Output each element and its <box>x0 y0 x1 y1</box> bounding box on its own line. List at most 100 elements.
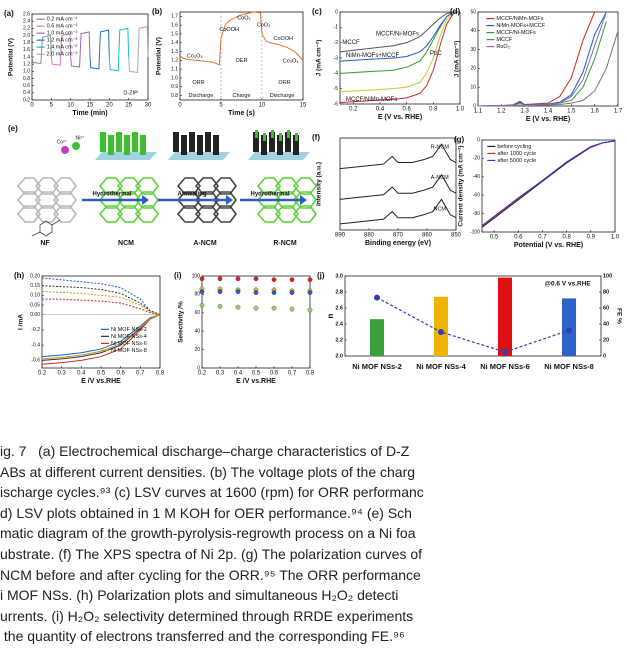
legend-label: 0.2 mA cm⁻² <box>47 17 78 23</box>
point <box>199 276 205 282</box>
schematic <box>16 130 317 237</box>
annotation: NCM <box>433 206 446 212</box>
molecule <box>31 219 61 237</box>
y2-tick-label: 60 <box>603 305 609 311</box>
nanosheet <box>269 132 275 152</box>
x-tick-label: 870 <box>393 233 404 239</box>
legend-label: Ni MOF NSs-2 <box>111 327 147 333</box>
arrow-head <box>300 195 307 205</box>
curve <box>477 11 607 107</box>
caption-line: i MOF NSs. (h) Polarization plots and si… <box>0 587 399 604</box>
y-tick-label: 1.5 <box>171 31 178 37</box>
y-tick-label: -2 <box>334 40 339 46</box>
y-tick-label: 2.8 <box>335 289 343 295</box>
x-tick-label: 0.4 <box>77 371 86 377</box>
panel-label: (c) <box>312 7 322 16</box>
nanosheet <box>173 132 179 152</box>
y-tick-label: 1.0 <box>171 75 178 81</box>
legend-label: RuO₂ <box>496 44 509 50</box>
x-tick-label: 1.5 <box>567 109 576 115</box>
annotation: Co₃O₄ <box>283 59 300 65</box>
point <box>289 277 295 283</box>
y-tick-label: -0.4 <box>31 342 40 348</box>
y-tick-label: -60 <box>473 193 480 199</box>
annotation: CoO₂ <box>237 16 250 22</box>
point <box>253 290 259 295</box>
y-tick-label: 0.10 <box>30 293 40 299</box>
foam-cell <box>256 205 281 223</box>
y-tick-label: 1.4 <box>23 54 30 60</box>
x-tick-label: 0.7 <box>288 371 297 377</box>
annotation: @0.6 V vs.RHE <box>545 281 592 288</box>
diagram-label: Co²⁺ <box>57 139 68 145</box>
annotation: Co₃O₄ <box>187 53 204 59</box>
point <box>217 289 223 294</box>
curve <box>339 173 457 200</box>
x-tick-label: 0 <box>178 103 182 109</box>
panel-label: (a) <box>4 9 14 18</box>
foam-cell <box>116 205 141 223</box>
caption-line: NCM before and after cycling for the ORR… <box>0 566 421 583</box>
y-tick-label: 10 <box>470 85 476 91</box>
point <box>217 276 223 282</box>
x-tick-label: 0.6 <box>270 371 279 377</box>
foam-cell <box>212 205 237 223</box>
legend-label: 0.6 mA cm⁻² <box>47 24 78 30</box>
y-axis-label: Selectivity /% <box>178 301 185 343</box>
bar <box>497 277 513 356</box>
nanosheet <box>253 132 259 152</box>
foam-cell <box>274 177 299 195</box>
regrown <box>279 133 282 141</box>
curve <box>41 277 161 316</box>
y-tick-label: -40 <box>473 174 480 180</box>
x-axis-label: E /V vs.RHE <box>236 378 276 385</box>
annotation: CoO₂ <box>257 23 270 29</box>
category-label: Ni MOF NSs-8 <box>544 362 594 371</box>
point <box>289 306 295 312</box>
annotation: Charge <box>232 93 250 99</box>
x-tick-label: 0.8 <box>429 107 438 113</box>
point <box>307 277 313 283</box>
nanosheet <box>116 132 122 152</box>
y-tick-label: 0.4 <box>23 90 30 96</box>
x-tick-label: 1.2 <box>497 109 506 115</box>
foam-cell <box>194 205 219 223</box>
nanosheet <box>277 135 283 155</box>
annotation: OER <box>236 58 248 64</box>
y-tick-label: 0.05 <box>30 302 40 308</box>
panel-label: (f) <box>312 133 320 142</box>
foam-cell <box>212 177 237 195</box>
y-tick-label: -0.2 <box>31 327 40 333</box>
y-tick-label: 2.0 <box>335 353 343 359</box>
x-tick-label: 1.1 <box>474 109 483 115</box>
y-axis-label: Potential (V) <box>156 37 163 75</box>
x-tick-label: 25 <box>125 103 132 109</box>
foam-cell <box>34 177 59 195</box>
point <box>199 303 205 308</box>
caption-line: ig. 7 (a) Electrochemical discharge–char… <box>0 443 410 459</box>
foam-cell <box>292 177 317 195</box>
annotation: CoOOH <box>274 36 294 42</box>
y-tick-label: 3.0 <box>335 273 343 279</box>
legend-label: before cycling <box>497 144 531 150</box>
curve <box>108 27 130 72</box>
x-tick-label: 10 <box>67 103 74 109</box>
foam-cell <box>134 177 159 195</box>
diagram-label: Ni²⁺ <box>75 135 84 141</box>
point <box>253 305 259 311</box>
x-tick-label: 0.5 <box>97 371 106 377</box>
x-tick-label: 1.4 <box>544 109 553 115</box>
y2-tick-label: 100 <box>603 273 612 279</box>
foam-cell <box>98 177 123 195</box>
curve <box>339 11 454 62</box>
y-tick-label: 40 <box>470 28 476 34</box>
curve <box>339 198 457 225</box>
y2-tick-label: 80 <box>603 289 609 295</box>
point <box>289 290 295 295</box>
caption-line: ubstrate. (f) The XPS spectra of Ni 2p. … <box>0 545 423 562</box>
y-tick-label: 0.6 <box>23 83 30 89</box>
y-tick-label: 1.4 <box>171 40 178 46</box>
y-axis-label: Current density (mA cm⁻²) <box>458 145 465 226</box>
annotation: R-NCM <box>431 145 450 151</box>
x-tick-label: 5 <box>219 103 223 109</box>
